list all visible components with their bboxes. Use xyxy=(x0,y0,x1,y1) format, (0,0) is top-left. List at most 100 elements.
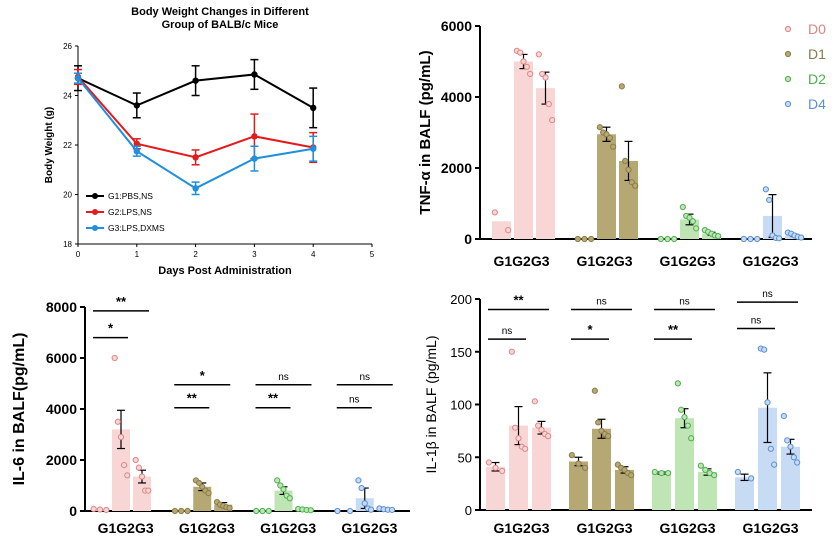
data-point xyxy=(199,483,206,490)
legend-marker xyxy=(92,225,98,231)
data-point xyxy=(520,58,527,65)
x-axis-title: Days Post Administration xyxy=(158,265,292,277)
group-label: G1G2G3 xyxy=(493,253,549,269)
data-point xyxy=(280,486,287,493)
data-point xyxy=(135,464,142,471)
y-tick-label: 6000 xyxy=(46,350,77,366)
data-point xyxy=(794,459,801,466)
significance-label: ns xyxy=(679,297,690,308)
significance-label: ns xyxy=(762,289,773,300)
y-tick-label: 18 xyxy=(63,240,72,249)
data-point xyxy=(545,433,552,440)
significance-label: ns xyxy=(596,297,607,308)
data-point xyxy=(658,469,665,477)
legend-marker xyxy=(92,209,98,215)
data-point xyxy=(606,134,613,141)
data-point xyxy=(310,104,317,112)
x-tick-label: 2 xyxy=(193,250,198,259)
bar xyxy=(514,61,533,239)
y-tick-label: 0 xyxy=(69,503,77,519)
data-point xyxy=(192,185,199,192)
data-point xyxy=(277,482,284,489)
y-tick-label: 50 xyxy=(458,450,472,465)
data-point xyxy=(664,235,671,243)
data-point xyxy=(766,196,773,204)
y-tick-label: 100 xyxy=(450,398,472,413)
x-tick-label: 4 xyxy=(311,250,316,259)
data-point xyxy=(798,234,805,241)
y-axis-title: IL-6 in BALF(pg/mL) xyxy=(11,333,28,486)
data-point xyxy=(184,507,191,515)
data-point xyxy=(681,414,688,421)
data-point xyxy=(665,469,672,477)
y-tick-label: 2000 xyxy=(441,160,472,176)
data-point xyxy=(251,155,258,162)
bar xyxy=(532,427,551,510)
data-point xyxy=(265,507,272,515)
legend-label: D4 xyxy=(808,96,826,112)
data-point xyxy=(625,166,632,173)
data-point xyxy=(517,49,524,56)
data-point xyxy=(761,346,768,353)
bar xyxy=(492,221,511,239)
y-tick-label: 2000 xyxy=(46,452,77,468)
data-point xyxy=(117,433,125,441)
significance-label: ** xyxy=(187,391,198,406)
data-point xyxy=(367,506,375,513)
group-label: G1G2G3 xyxy=(742,253,798,269)
data-point xyxy=(747,235,754,243)
data-point xyxy=(780,413,787,420)
bar xyxy=(486,466,505,510)
bar xyxy=(781,446,800,510)
bar xyxy=(652,473,671,510)
data-point xyxy=(754,235,761,243)
y-tick-label: 0 xyxy=(465,503,472,518)
y-tick-label: 0 xyxy=(464,231,472,247)
data-point xyxy=(574,235,581,243)
data-point xyxy=(111,354,118,362)
data-point xyxy=(505,227,512,234)
data-point xyxy=(784,437,791,444)
data-point xyxy=(196,479,203,487)
data-point xyxy=(114,418,121,425)
y-tick-label: 4000 xyxy=(441,89,472,105)
data-point xyxy=(274,477,281,484)
legend-label: G1:PBS,NS xyxy=(108,191,153,201)
data-point xyxy=(689,218,696,225)
il1b-chart: 0 50 100 150 200 IL-1β in BALF (pg/mL) G1G2G3 G… xyxy=(423,289,812,536)
data-point xyxy=(702,466,709,474)
significance-label: * xyxy=(200,368,206,383)
data-point xyxy=(568,452,575,459)
data-point xyxy=(90,505,97,513)
legend-marker xyxy=(784,25,792,33)
data-point xyxy=(715,233,722,240)
data-point xyxy=(145,487,152,494)
data-point xyxy=(618,83,625,90)
data-point xyxy=(740,235,747,243)
data-point xyxy=(535,51,542,58)
data-point xyxy=(508,348,515,355)
significance-label: ** xyxy=(116,294,127,309)
data-point xyxy=(178,507,185,515)
data-point xyxy=(103,506,110,514)
data-point xyxy=(632,182,639,189)
data-point xyxy=(762,186,769,193)
data-point xyxy=(674,380,681,387)
y-axis-title: Body Weight (g) xyxy=(44,107,55,183)
data-point xyxy=(711,472,718,479)
data-point xyxy=(192,154,199,161)
data-point xyxy=(671,235,678,243)
legend-label: D1 xyxy=(808,46,826,62)
bar xyxy=(615,469,634,510)
data-point xyxy=(251,133,258,140)
y-tick-label: 22 xyxy=(63,141,72,150)
legend-marker xyxy=(784,100,792,108)
significance-label: * xyxy=(587,322,593,337)
bar xyxy=(597,134,616,239)
legend-marker xyxy=(784,75,792,83)
bar xyxy=(698,472,717,510)
group-label: G1G2G3 xyxy=(179,520,235,536)
